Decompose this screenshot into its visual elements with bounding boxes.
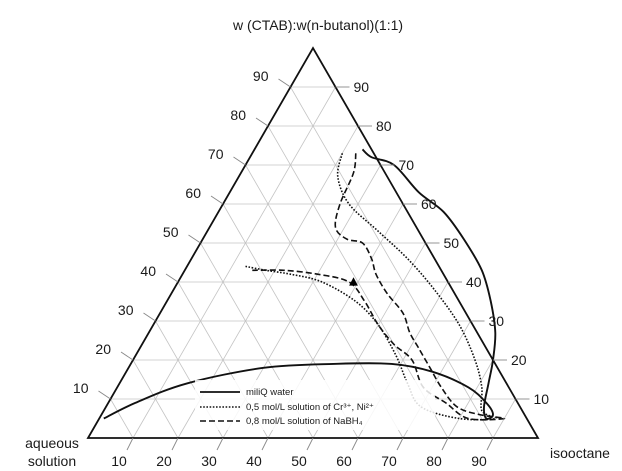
tick-label-bottom-70: 70	[381, 453, 397, 469]
tick-label-left-20: 20	[95, 341, 111, 357]
tick-label-bottom-60: 60	[336, 453, 352, 469]
apex-label-left-line2: solution	[28, 453, 76, 469]
tick-label-right-40: 40	[466, 274, 482, 290]
phase-curve-dotted-2	[245, 153, 497, 421]
legend-entry-nabh4-solution: 0,8 mol/L solution of NaBH₄	[246, 416, 363, 427]
tick-label-bottom-50: 50	[291, 453, 307, 469]
tick-label-left-50: 50	[163, 224, 179, 240]
apex-label-top: w (CTAB):w(n-butanol)(1:1)	[232, 17, 403, 33]
tick-mark-left-40	[165, 273, 179, 283]
tick-mark-left-30	[143, 312, 156, 322]
tick-mark-bottom-60	[351, 437, 359, 451]
grid-line-aqueous-10	[290, 86, 494, 439]
tick-label-bottom-90: 90	[471, 453, 487, 469]
grid-line-aqueous-80	[132, 359, 179, 439]
legend-entry-cr-ni-solution: 0,5 mol/L solution of Cr³⁺, Ni²⁺	[246, 402, 374, 413]
legend: miliQ water 0,5 mol/L solution of Cr³⁺, …	[195, 380, 435, 430]
tick-label-left-90: 90	[253, 68, 269, 84]
phase-curve-solid-1	[103, 148, 497, 420]
tick-label-bottom-20: 20	[156, 453, 172, 469]
phase-curve-dashed-3	[252, 153, 506, 421]
tick-label-right-30: 30	[489, 313, 505, 329]
tick-label-left-70: 70	[208, 146, 224, 162]
tick-label-right-70: 70	[399, 157, 415, 173]
tick-label-bottom-80: 80	[426, 453, 442, 469]
tick-label-bottom-10: 10	[111, 453, 127, 469]
grid-line-isooctane-10	[132, 86, 336, 439]
tick-mark-bottom-10	[126, 437, 134, 451]
tick-label-left-60: 60	[185, 185, 201, 201]
tick-label-bottom-40: 40	[246, 453, 262, 469]
tick-label-left-10: 10	[73, 380, 89, 396]
tick-mark-left-20	[120, 351, 134, 361]
phase-boundary-curves	[103, 148, 506, 421]
legend-background	[195, 380, 435, 430]
tick-label-right-90: 90	[354, 79, 370, 95]
tick-mark-bottom-90	[486, 437, 494, 451]
tick-mark-bottom-80	[441, 437, 449, 451]
tick-label-left-80: 80	[230, 107, 246, 123]
tick-mark-bottom-40	[261, 437, 269, 451]
tick-label-right-10: 10	[534, 391, 550, 407]
tick-mark-left-80	[255, 117, 269, 127]
tick-label-left-40: 40	[140, 263, 156, 279]
tick-label-right-80: 80	[376, 118, 392, 134]
tick-mark-bottom-50	[306, 437, 314, 451]
grid-line-aqueous-90	[110, 398, 134, 439]
legend-entry-miliq-water: miliQ water	[246, 387, 294, 398]
tick-label-left-30: 30	[118, 302, 134, 318]
tick-mark-bottom-70	[396, 437, 404, 451]
tick-mark-left-50	[188, 234, 201, 244]
apex-label-right: isooctane	[550, 445, 610, 461]
grid-line-isooctane-80	[447, 359, 494, 439]
tick-mark-left-10	[98, 390, 111, 400]
tick-label-right-20: 20	[511, 352, 527, 368]
tick-labels: 10 20 30 40 50 60 70 80 90 90 80 70 60 50 40 30 20 10 10 20…	[73, 68, 549, 469]
tick-label-right-50: 50	[444, 235, 460, 251]
grid-line-isooctane-90	[492, 398, 516, 439]
markers	[349, 277, 358, 286]
tick-label-bottom-30: 30	[201, 453, 217, 469]
tick-mark-left-60	[210, 195, 224, 205]
apex-label-left-line1: aqueous	[25, 435, 79, 451]
tick-mark-left-70	[233, 156, 246, 166]
tick-label-right-60: 60	[421, 196, 437, 212]
tick-mark-left-90	[278, 78, 291, 88]
tick-mark-bottom-20	[171, 437, 179, 451]
triangle-marker-1	[349, 277, 358, 286]
tick-mark-bottom-30	[216, 437, 224, 451]
